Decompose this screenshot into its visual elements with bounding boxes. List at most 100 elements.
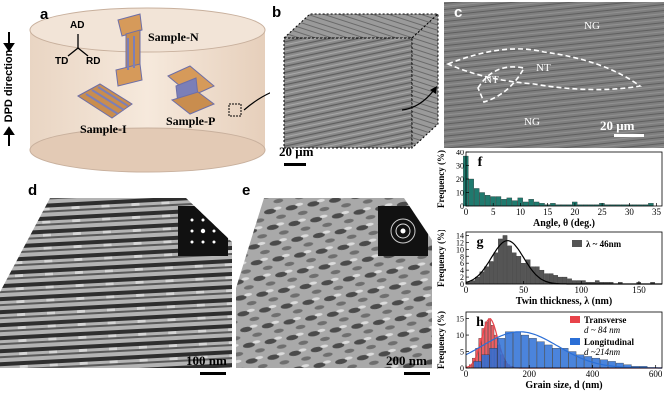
x-tick-label: 10 (516, 207, 526, 217)
plot-frame (465, 231, 663, 285)
bar (506, 197, 513, 207)
tem-image-e (236, 198, 432, 368)
dpd-arrows (3, 32, 15, 146)
dpd-direction-label: DPD direction (3, 49, 15, 123)
bar (516, 256, 522, 285)
x-tick-label: 600 (649, 369, 663, 379)
panel-b-label: b (272, 4, 282, 21)
x-tick-label: 100 (575, 285, 589, 295)
panel-e: e 200 nm (236, 180, 436, 380)
x-tick-label: 150 (632, 285, 646, 295)
x-axis-label: Grain size, d (nm) (525, 380, 602, 391)
y-axis-label: Frequency (%) (436, 230, 446, 287)
bar (567, 278, 572, 285)
bar (513, 331, 521, 369)
sample-schematic (3, 7, 273, 173)
panel-label: g (477, 235, 484, 250)
plot-frame (465, 311, 663, 369)
bar (544, 344, 553, 369)
bar (562, 276, 568, 285)
axis-rd-label: RD (86, 56, 101, 67)
y-axis-label: Frequency (%) (436, 150, 446, 208)
axes-triad (67, 34, 89, 57)
panel-a: a AD TD RD DPD direction Sample-N Sample… (0, 0, 273, 175)
bar (528, 338, 537, 369)
region-ng-bottom: NG (524, 116, 540, 128)
arrow-b-to-c (401, 86, 437, 111)
y-tick-label: 0 (460, 364, 464, 373)
x-axis-label: Angle, θ (deg.) (533, 218, 595, 229)
y-tick-label: 8 (460, 252, 464, 261)
x-tick-label: 15 (543, 207, 553, 217)
bar (521, 334, 529, 369)
y-tick-label: 10 (456, 331, 464, 340)
bar (495, 196, 502, 207)
bar (552, 348, 561, 369)
sample-i-icon (77, 83, 133, 119)
y-tick-label: 14 (456, 231, 464, 240)
scale-c-label: 20 μm (600, 118, 635, 133)
x-axis-label: Twin thickness, λ (nm) (516, 296, 612, 307)
bar (493, 252, 499, 285)
x-tick-label: 5 (491, 207, 496, 217)
bar (536, 341, 545, 369)
bar (553, 275, 558, 285)
bar (521, 263, 526, 285)
legend-label: Transverse (584, 315, 626, 325)
bar (501, 199, 507, 207)
y-tick-label: 10 (456, 245, 464, 254)
bar (558, 276, 563, 285)
bar (533, 201, 540, 207)
bar (497, 338, 506, 369)
y-axis-label: Frequency (%) (436, 311, 446, 369)
y-tick-label: 30 (456, 162, 464, 171)
y-tick-label: 6 (460, 259, 464, 268)
panel-c: c NG NT NT NG 20 μm (444, 2, 664, 148)
y-tick-label: 12 (456, 238, 464, 247)
scale-bar-d (200, 372, 226, 375)
scale-bar-b (284, 163, 306, 166)
panel-c-label: c (454, 4, 463, 21)
fit-curve (465, 331, 662, 369)
panel-d-label: d (28, 182, 38, 199)
x-tick-label: 50 (519, 285, 529, 295)
region-nt-right: NT (536, 62, 551, 74)
panel-b: b 20 μm (270, 0, 440, 180)
bar (488, 261, 494, 285)
bar (473, 361, 482, 369)
cube-icon (228, 103, 242, 117)
y-tick-label: 0 (460, 280, 464, 289)
x-tick-label: 25 (598, 207, 608, 217)
bar (481, 354, 490, 369)
bar (468, 178, 474, 207)
sample-n-label: Sample-N (148, 30, 199, 44)
panel-e-label: e (242, 182, 251, 199)
bar (507, 245, 512, 285)
legend-swatch (572, 240, 582, 247)
bar (474, 188, 480, 207)
bar (484, 266, 489, 285)
x-tick-label: 0 (464, 285, 469, 295)
sample-p-label: Sample-P (166, 114, 216, 128)
bar (502, 235, 508, 285)
y-tick-label: 2 (460, 273, 464, 282)
legend-label: Longitudinal (584, 337, 635, 347)
x-tick-label: 400 (586, 369, 600, 379)
x-tick-label: 0 (464, 369, 469, 379)
legend-label: λ ~ 46nm (586, 239, 622, 249)
scale-bar-e (404, 372, 430, 375)
x-tick-label: 30 (625, 207, 635, 217)
bar (539, 269, 545, 285)
scale-bar-c (614, 134, 644, 137)
legend-annotation: d ~214nm (584, 347, 621, 357)
panel-a-label: a (40, 6, 49, 23)
scale-b-label: 20 μm (279, 144, 314, 159)
microstructure-cube (282, 12, 440, 150)
scale-d-label: 100 nm (186, 353, 227, 368)
bar (648, 203, 654, 207)
axis-td-label: TD (55, 56, 69, 67)
y-tick-label: 40 (456, 150, 464, 157)
bar (512, 200, 518, 207)
bar (550, 203, 556, 207)
